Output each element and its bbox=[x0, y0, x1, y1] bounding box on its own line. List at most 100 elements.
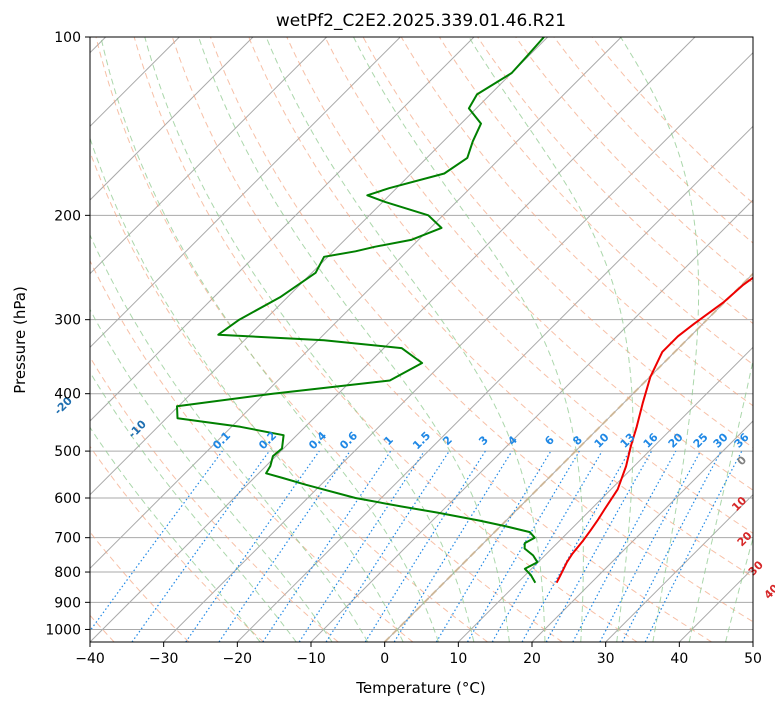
mixing-ratio-label: 16 bbox=[641, 430, 661, 450]
x-tick-label: 50 bbox=[744, 651, 762, 667]
mixing-ratio-label: 0.1 bbox=[210, 429, 233, 452]
axes-layer: −40 −30 −20 −10 0 10 20 30 40 5010020030040050060… bbox=[45, 30, 762, 667]
mixing-ratio-label: 8 bbox=[570, 433, 585, 448]
isotherm-line bbox=[384, 272, 753, 642]
moist-adiabat bbox=[90, 136, 404, 642]
x-tick-label: 20 bbox=[523, 651, 541, 667]
mixing-ratio-line bbox=[599, 450, 702, 642]
isotherm-line bbox=[90, 37, 696, 642]
y-tick-label: 200 bbox=[54, 208, 81, 224]
reference-lines-layer bbox=[90, 37, 753, 642]
grid-layer bbox=[90, 37, 753, 642]
moist-adiabat-label: 0 bbox=[735, 453, 750, 468]
dry-adiabat bbox=[90, 259, 414, 642]
moist-adiabat bbox=[90, 371, 297, 642]
dry-adiabat bbox=[553, 37, 753, 244]
x-tick-label: 30 bbox=[597, 651, 615, 667]
y-tick-label: 400 bbox=[54, 387, 81, 403]
moist-adiabat bbox=[90, 308, 333, 642]
moist-adiabat bbox=[620, 37, 700, 642]
freezing-isotherm bbox=[383, 272, 753, 642]
plot-frame bbox=[89, 36, 754, 643]
moist-adiabat bbox=[144, 37, 475, 642]
mixing-ratio-line bbox=[491, 450, 603, 642]
y-tick-label: 100 bbox=[54, 30, 81, 46]
moist-adiabat bbox=[198, 37, 510, 642]
x-tick-label: −30 bbox=[149, 651, 179, 667]
dry-adiabat bbox=[248, 37, 753, 578]
dry-adiabat bbox=[591, 37, 753, 204]
line-labels-layer: -100-90-80-70-60-50-40-30-20-10010203040… bbox=[52, 394, 775, 602]
mixing-ratio-line bbox=[90, 450, 223, 632]
dry-adiabat bbox=[90, 445, 264, 642]
dewpoint-profile bbox=[176, 37, 545, 584]
moist-adiabat bbox=[100, 37, 439, 642]
isotherm-line bbox=[310, 199, 753, 642]
moist-adiabat-label: 40 bbox=[762, 582, 775, 602]
mixing-ratio-label: 2 bbox=[440, 433, 455, 448]
mixing-ratio-label: 1 bbox=[381, 433, 396, 448]
y-tick-label: 800 bbox=[54, 565, 81, 581]
mixing-ratio-label: 10 bbox=[592, 430, 612, 450]
moist-adiabat bbox=[265, 37, 546, 642]
x-tick-label: 10 bbox=[449, 651, 467, 667]
isotherm-line bbox=[90, 37, 328, 275]
mixing-ratio-label: 20 bbox=[666, 430, 686, 450]
dry-adiabat bbox=[90, 150, 488, 642]
mixing-ratio-label: 0.2 bbox=[256, 429, 279, 452]
isotherm-line bbox=[457, 346, 753, 642]
mixing-ratio-label: 30 bbox=[711, 430, 731, 450]
dry-adiabat bbox=[171, 37, 712, 642]
dry-adiabat bbox=[133, 37, 638, 642]
mixing-ratio-line bbox=[521, 450, 631, 642]
moist-adiabat bbox=[688, 358, 753, 642]
isotherm-line bbox=[752, 641, 753, 642]
y-axis-label: Pressure (hPa) bbox=[11, 286, 29, 394]
mixing-ratio-line bbox=[131, 450, 270, 642]
y-tick-label: 700 bbox=[54, 531, 81, 547]
isotherm-line bbox=[90, 37, 475, 422]
mixing-ratio-label: 36 bbox=[732, 430, 752, 450]
mixing-ratio-line bbox=[325, 450, 450, 642]
dry-adiabat bbox=[324, 37, 753, 491]
y-tick-label: 600 bbox=[54, 491, 81, 507]
moist-adiabat bbox=[725, 536, 753, 642]
dry-adiabat bbox=[515, 37, 753, 284]
mixing-ratio-line bbox=[262, 450, 392, 642]
moist-adiabat-label: 10 bbox=[729, 494, 749, 514]
y-tick-label: 500 bbox=[54, 444, 81, 460]
isotherm-line bbox=[163, 51, 753, 642]
mixing-ratio-line bbox=[435, 450, 552, 642]
moist-adiabat-label: 30 bbox=[746, 558, 766, 578]
x-tick-label: 40 bbox=[670, 651, 688, 667]
dry-adiabat bbox=[210, 37, 753, 623]
mixing-ratio-line bbox=[572, 450, 677, 642]
dry-adiabat bbox=[362, 37, 753, 449]
moist-adiabat bbox=[90, 233, 369, 642]
dry-adiabat bbox=[400, 37, 753, 407]
dry-adiabat bbox=[90, 356, 339, 642]
x-axis-label: Temperature (°C) bbox=[355, 679, 485, 697]
isotherm-line bbox=[90, 37, 401, 349]
mixing-ratio-label: 3 bbox=[476, 433, 491, 448]
x-tick-label: −10 bbox=[296, 651, 326, 667]
y-tick-label: 300 bbox=[54, 313, 81, 329]
isotherm-line bbox=[531, 420, 753, 642]
mixing-ratio-line bbox=[218, 450, 351, 642]
dry-adiabat-label: -10 bbox=[126, 417, 149, 440]
mixing-ratio-line bbox=[298, 450, 425, 642]
moist-adiabat bbox=[353, 37, 584, 642]
moist-adiabat bbox=[468, 37, 634, 642]
moist-adiabat bbox=[90, 426, 261, 642]
temperature-profile bbox=[555, 276, 753, 584]
mixing-ratio-line bbox=[466, 450, 580, 642]
dry-adiabat bbox=[477, 37, 753, 325]
y-tick-label: 900 bbox=[54, 595, 81, 611]
mixing-ratio-line bbox=[393, 450, 513, 642]
x-tick-label: −40 bbox=[75, 651, 105, 667]
mixing-ratio-line bbox=[185, 450, 320, 642]
mixing-ratio-line bbox=[364, 450, 486, 642]
x-tick-label: 0 bbox=[380, 651, 389, 667]
mixing-ratio-label: 1.5 bbox=[410, 429, 433, 452]
